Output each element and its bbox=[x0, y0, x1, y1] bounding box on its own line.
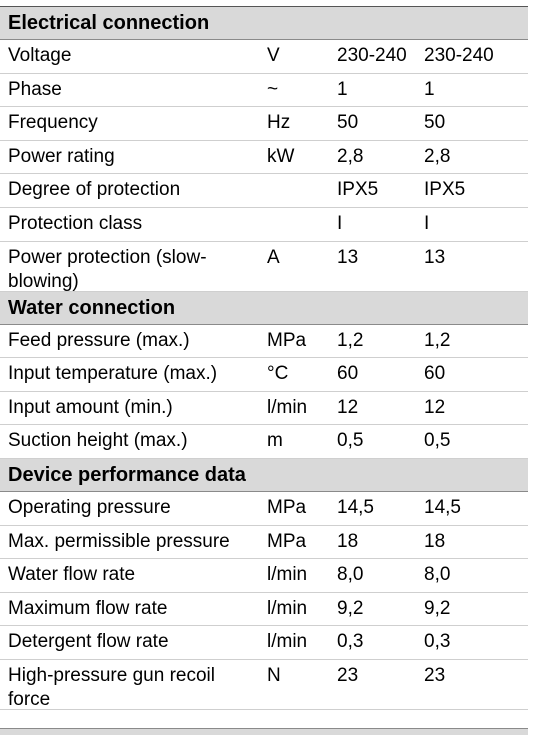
next-section-strip bbox=[0, 728, 528, 735]
row-value-1: 12 bbox=[337, 396, 359, 418]
row-value-1: 230-240 bbox=[337, 45, 407, 66]
row-unit: ~ bbox=[267, 78, 279, 100]
row-label: Power protection (slow-blowing) bbox=[8, 246, 207, 292]
row-label: Feed pressure (max.) bbox=[8, 329, 190, 351]
table-row: High-pressure gun recoil force N 23 23 bbox=[0, 660, 528, 710]
row-value-1: 13 bbox=[337, 246, 359, 268]
row-unit: l/min bbox=[267, 396, 308, 418]
row-unit: N bbox=[267, 664, 281, 686]
row-label: Degree of protection bbox=[8, 179, 181, 201]
row-label: Power rating bbox=[8, 145, 115, 167]
row-value-1: 1,2 bbox=[337, 329, 364, 351]
row-label: Operating pressure bbox=[8, 496, 171, 518]
row-value-2: I bbox=[424, 212, 430, 234]
table-row: Detergent flow rate l/min 0,3 0,3 bbox=[0, 626, 528, 660]
row-value-2: 0,5 bbox=[424, 430, 451, 452]
table-row: Input amount (min.) l/min 12 12 bbox=[0, 392, 528, 426]
row-unit: l/min bbox=[267, 564, 308, 586]
row-unit: l/min bbox=[267, 631, 308, 653]
row-unit bbox=[259, 208, 329, 241]
row-label: High-pressure gun recoil force bbox=[8, 664, 215, 710]
row-value-2: IPX5 bbox=[424, 179, 466, 201]
row-value-1: IPX5 bbox=[337, 179, 379, 201]
table-row: Input temperature (max.) °C 60 60 bbox=[0, 358, 528, 392]
row-unit: °C bbox=[267, 363, 289, 385]
row-value-1: 23 bbox=[337, 664, 359, 686]
row-label: Suction height (max.) bbox=[8, 430, 188, 452]
section-header: Device performance data bbox=[0, 458, 528, 492]
row-value-1: 1 bbox=[337, 78, 348, 100]
row-value-1: 50 bbox=[337, 112, 359, 134]
row-value-2: 18 bbox=[424, 530, 446, 552]
row-label: Protection class bbox=[8, 212, 143, 234]
row-unit: MPa bbox=[267, 329, 307, 351]
table-row: Water flow rate l/min 8,0 8,0 bbox=[0, 559, 528, 593]
row-unit: MPa bbox=[267, 530, 307, 552]
row-label: Voltage bbox=[8, 45, 72, 66]
row-value-2: 1,2 bbox=[424, 329, 451, 351]
row-value-2: 13 bbox=[424, 246, 446, 268]
row-value-2: 60 bbox=[424, 363, 446, 385]
row-label: Detergent flow rate bbox=[8, 631, 169, 653]
section-header: Water connection bbox=[0, 291, 528, 325]
table-row: Feed pressure (max.) MPa 1,2 1,2 bbox=[0, 325, 528, 359]
row-value-2: 9,2 bbox=[424, 597, 451, 619]
row-label: Maximum flow rate bbox=[8, 597, 168, 619]
row-value-2: 1 bbox=[424, 78, 435, 100]
table-row: Maximum flow rate l/min 9,2 9,2 bbox=[0, 593, 528, 627]
table-row: Max. permissible pressure MPa 18 18 bbox=[0, 526, 528, 560]
row-unit: kW bbox=[267, 145, 295, 167]
table-row: Phase ~ 1 1 bbox=[0, 74, 528, 108]
row-value-2: 23 bbox=[424, 664, 446, 686]
row-value-1: 2,8 bbox=[337, 145, 364, 167]
row-unit: V bbox=[267, 45, 280, 66]
row-value-1: 0,3 bbox=[337, 631, 364, 653]
row-value-2: 230-240 bbox=[424, 45, 494, 66]
row-unit: Hz bbox=[267, 112, 291, 134]
row-value-1: I bbox=[337, 212, 343, 234]
table-row: Voltage V 230-240 230-240 bbox=[0, 40, 528, 74]
row-value-1: 9,2 bbox=[337, 597, 364, 619]
table-row: Frequency Hz 50 50 bbox=[0, 107, 528, 141]
row-unit bbox=[259, 174, 329, 207]
row-value-1: 0,5 bbox=[337, 430, 364, 452]
row-unit: MPa bbox=[267, 496, 307, 518]
row-label: Frequency bbox=[8, 112, 98, 134]
row-unit: A bbox=[267, 246, 280, 268]
row-unit: l/min bbox=[267, 597, 308, 619]
row-value-1: 14,5 bbox=[337, 496, 374, 518]
table-row: Degree of protection IPX5 IPX5 bbox=[0, 174, 528, 208]
row-label: Max. permissible pressure bbox=[8, 530, 230, 552]
section-header: Electrical connection bbox=[0, 7, 528, 40]
row-value-2: 12 bbox=[424, 396, 446, 418]
row-value-2: 0,3 bbox=[424, 631, 451, 653]
table-row: Power protection (slow-blowing) A 13 13 bbox=[0, 242, 528, 292]
row-value-2: 2,8 bbox=[424, 145, 451, 167]
row-label: Input temperature (max.) bbox=[8, 363, 218, 385]
technical-data-table: Electrical connection Voltage V 230-240 … bbox=[0, 6, 528, 710]
table-row: Power rating kW 2,8 2,8 bbox=[0, 141, 528, 175]
row-value-1: 8,0 bbox=[337, 564, 364, 586]
row-label: Phase bbox=[8, 78, 62, 100]
table-row: Operating pressure MPa 14,5 14,5 bbox=[0, 492, 528, 526]
table-row: Suction height (max.) m 0,5 0,5 bbox=[0, 425, 528, 459]
row-value-1: 60 bbox=[337, 363, 359, 385]
row-value-2: 50 bbox=[424, 112, 446, 134]
row-value-2: 14,5 bbox=[424, 496, 461, 518]
row-label: Input amount (min.) bbox=[8, 396, 173, 418]
row-label: Water flow rate bbox=[8, 564, 136, 586]
row-unit: m bbox=[267, 430, 283, 452]
table-row: Protection class I I bbox=[0, 208, 528, 242]
row-value-1: 18 bbox=[337, 530, 359, 552]
row-value-2: 8,0 bbox=[424, 564, 451, 586]
